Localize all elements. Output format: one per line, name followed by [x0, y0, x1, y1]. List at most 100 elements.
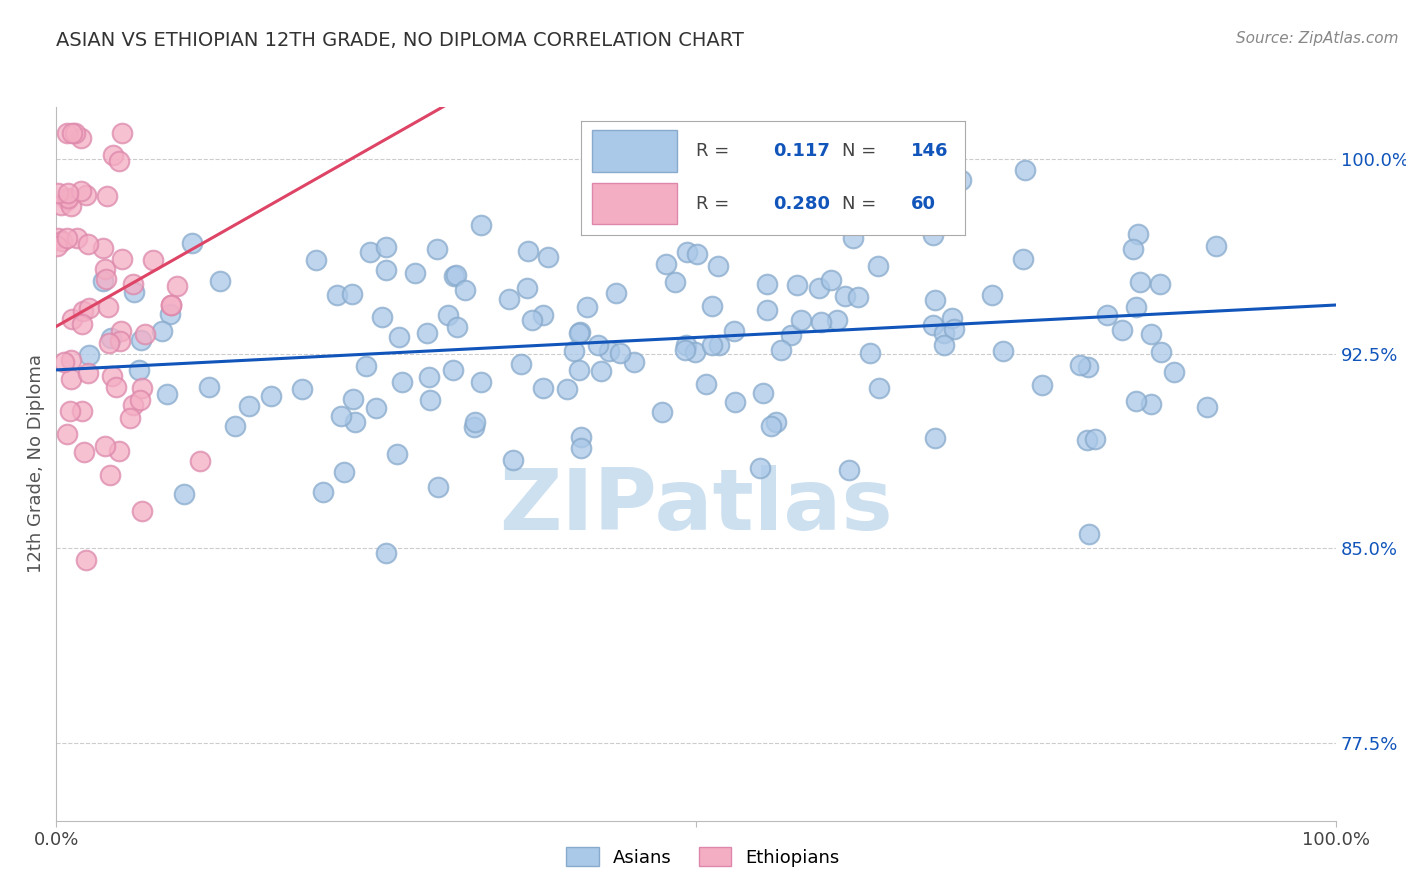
- Point: [98, 468, 121, 483]
- Point: [921, 318, 943, 332]
- Point: [748, 461, 770, 475]
- Point: [305, 253, 328, 268]
- Point: [655, 257, 678, 271]
- Point: [58, 186, 80, 200]
- Point: [111, 126, 134, 140]
- Point: [49, 198, 72, 212]
- Point: [510, 357, 533, 371]
- Point: [755, 277, 778, 291]
- Point: [1077, 359, 1099, 374]
- Point: [673, 343, 696, 357]
- Point: [825, 313, 848, 327]
- Point: [180, 236, 202, 251]
- Point: [1150, 344, 1173, 359]
- Point: [391, 376, 413, 390]
- Point: [66, 231, 89, 245]
- Point: [1095, 309, 1118, 323]
- Point: [808, 281, 831, 295]
- Point: [441, 363, 464, 377]
- Point: [838, 463, 860, 477]
- Point: [94, 439, 117, 453]
- Point: [437, 308, 460, 322]
- Point: [45, 239, 67, 253]
- Point: [60, 312, 83, 326]
- Point: [98, 335, 121, 350]
- Point: [765, 416, 787, 430]
- Point: [79, 301, 101, 315]
- Point: [388, 330, 411, 344]
- Point: [516, 281, 538, 295]
- Point: [991, 343, 1014, 358]
- Point: [46, 186, 69, 200]
- Point: [1195, 400, 1218, 414]
- Point: [591, 364, 613, 378]
- Point: [756, 303, 779, 318]
- Point: [932, 326, 955, 341]
- Point: [142, 253, 165, 268]
- Point: [1076, 434, 1098, 448]
- Point: [520, 313, 543, 327]
- Point: [568, 363, 591, 377]
- Point: [1129, 275, 1152, 289]
- Point: [1078, 526, 1101, 541]
- Point: [73, 444, 96, 458]
- Point: [759, 418, 782, 433]
- Bar: [592, 130, 676, 171]
- Text: 0.117: 0.117: [773, 142, 830, 160]
- Point: [707, 260, 730, 274]
- Point: [70, 318, 93, 332]
- Bar: [592, 183, 676, 224]
- Point: [1012, 252, 1035, 266]
- Point: [924, 431, 946, 445]
- Point: [942, 322, 965, 336]
- Point: [922, 228, 945, 243]
- Point: [517, 244, 540, 259]
- Point: [446, 320, 468, 334]
- Point: [260, 389, 283, 403]
- Point: [59, 372, 82, 386]
- Point: [651, 404, 673, 418]
- Point: [156, 387, 179, 401]
- Point: [1125, 394, 1147, 409]
- Text: R =: R =: [696, 194, 735, 212]
- Point: [100, 331, 122, 345]
- Point: [59, 352, 82, 367]
- Point: [52, 355, 75, 369]
- Point: [150, 324, 173, 338]
- Point: [107, 444, 129, 458]
- Point: [312, 485, 335, 500]
- Point: [790, 313, 813, 327]
- Point: [1125, 300, 1147, 314]
- Point: [166, 278, 188, 293]
- Point: [330, 409, 353, 424]
- Point: [427, 480, 450, 494]
- Text: 0.280: 0.280: [773, 194, 830, 212]
- Point: [464, 415, 486, 429]
- Point: [96, 188, 118, 202]
- Point: [75, 188, 97, 202]
- Point: [695, 377, 717, 392]
- Point: [786, 278, 808, 293]
- Point: [326, 287, 349, 301]
- Point: [118, 410, 141, 425]
- Point: [463, 419, 485, 434]
- Point: [72, 303, 94, 318]
- Point: [108, 334, 131, 349]
- Point: [841, 231, 863, 245]
- Point: [342, 392, 364, 406]
- Point: [340, 287, 363, 301]
- Point: [623, 354, 645, 368]
- Point: [198, 380, 221, 394]
- Text: Source: ZipAtlas.com: Source: ZipAtlas.com: [1236, 31, 1399, 46]
- Text: ASIAN VS ETHIOPIAN 12TH GRADE, NO DIPLOMA CORRELATION CHART: ASIAN VS ETHIOPIAN 12TH GRADE, NO DIPLOM…: [56, 31, 744, 50]
- Point: [780, 327, 803, 342]
- Point: [60, 199, 83, 213]
- Point: [56, 426, 79, 441]
- Point: [60, 126, 83, 140]
- Legend: Asians, Ethiopians: Asians, Ethiopians: [558, 840, 848, 874]
- Text: R =: R =: [696, 142, 735, 160]
- Point: [46, 230, 69, 244]
- Point: [562, 344, 585, 359]
- Point: [94, 262, 117, 277]
- Point: [569, 430, 592, 444]
